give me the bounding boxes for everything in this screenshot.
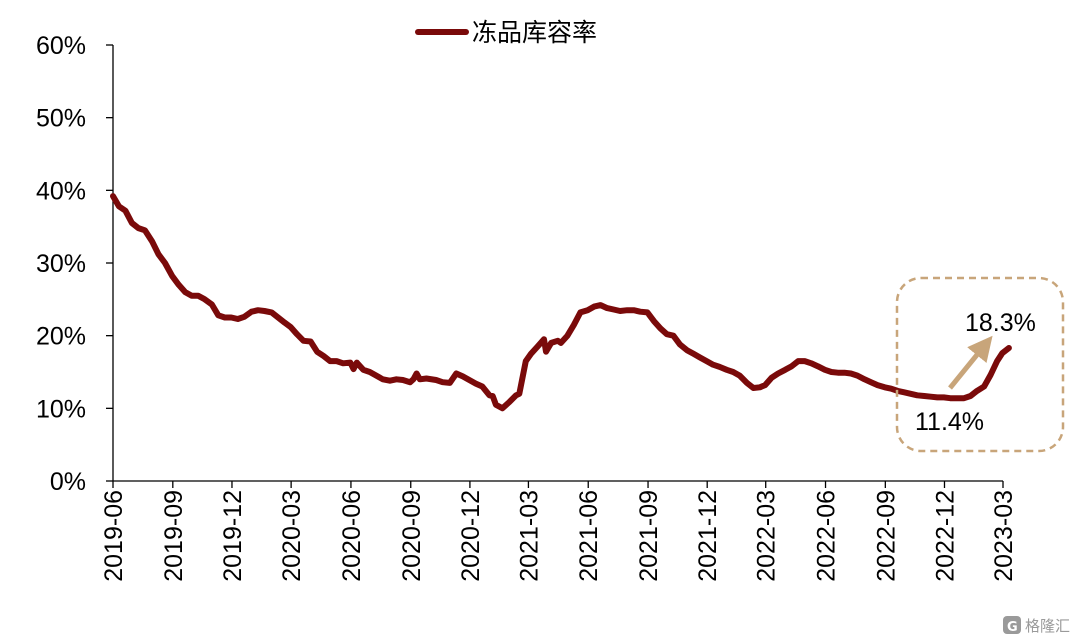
highlight-box (895, 276, 1065, 453)
x-tick-label: 2022-06 (813, 490, 841, 582)
x-axis: 2019-06 2019-09 2019-12 2020-03 2020-06 2020-… (100, 480, 1018, 582)
x-tick-label: 2020-06 (338, 490, 366, 582)
x-tick-label: 2023-03 (990, 490, 1018, 582)
y-axis: 0% 10% 20% 30% 40% 50% 60% (36, 32, 114, 496)
y-tick-label: 10% (36, 395, 86, 423)
x-tick-label: 2021-12 (694, 490, 722, 582)
x-tick-label: 2020-12 (457, 490, 485, 582)
series-line (110, 193, 1012, 412)
x-tick-label: 2021-06 (575, 490, 603, 582)
x-tick-label: 2020-03 (278, 490, 306, 582)
y-tick-label: 30% (36, 250, 86, 278)
low-value-label: 11.4% (915, 408, 984, 436)
x-tick-label: 2019-06 (100, 490, 128, 582)
x-tick-label: 2022-03 (753, 490, 781, 582)
y-tick-label: 60% (36, 32, 86, 60)
watermark-badge-letter: G (1007, 620, 1018, 635)
legend: 冻品库容率 (415, 18, 597, 47)
end-value-label: 18.3% (965, 309, 1036, 337)
y-tick-label: 0% (50, 468, 86, 496)
watermark-text: 格隆汇 (1025, 617, 1070, 635)
trend-arrow (948, 335, 993, 390)
x-tick-label: 2021-03 (515, 490, 543, 582)
watermark-badge-icon (1003, 616, 1021, 634)
y-tick-label: 50% (36, 105, 86, 133)
legend-label: 冻品库容率 (472, 18, 597, 47)
x-tick-label: 2020-09 (398, 490, 426, 582)
x-tick-label: 2022-09 (872, 490, 900, 582)
x-tick-label: 2019-09 (160, 490, 188, 582)
watermark: G 格隆汇 (1003, 616, 1070, 635)
y-tick-label: 20% (36, 323, 86, 351)
x-tick-label: 2022-12 (931, 490, 959, 582)
y-tick-label: 40% (36, 177, 86, 205)
annotations: 18.3% 11.4% (895, 276, 1065, 453)
series-layer (110, 193, 1012, 412)
x-tick-label: 2019-12 (219, 490, 247, 582)
x-tick-label: 2021-09 (635, 490, 663, 582)
